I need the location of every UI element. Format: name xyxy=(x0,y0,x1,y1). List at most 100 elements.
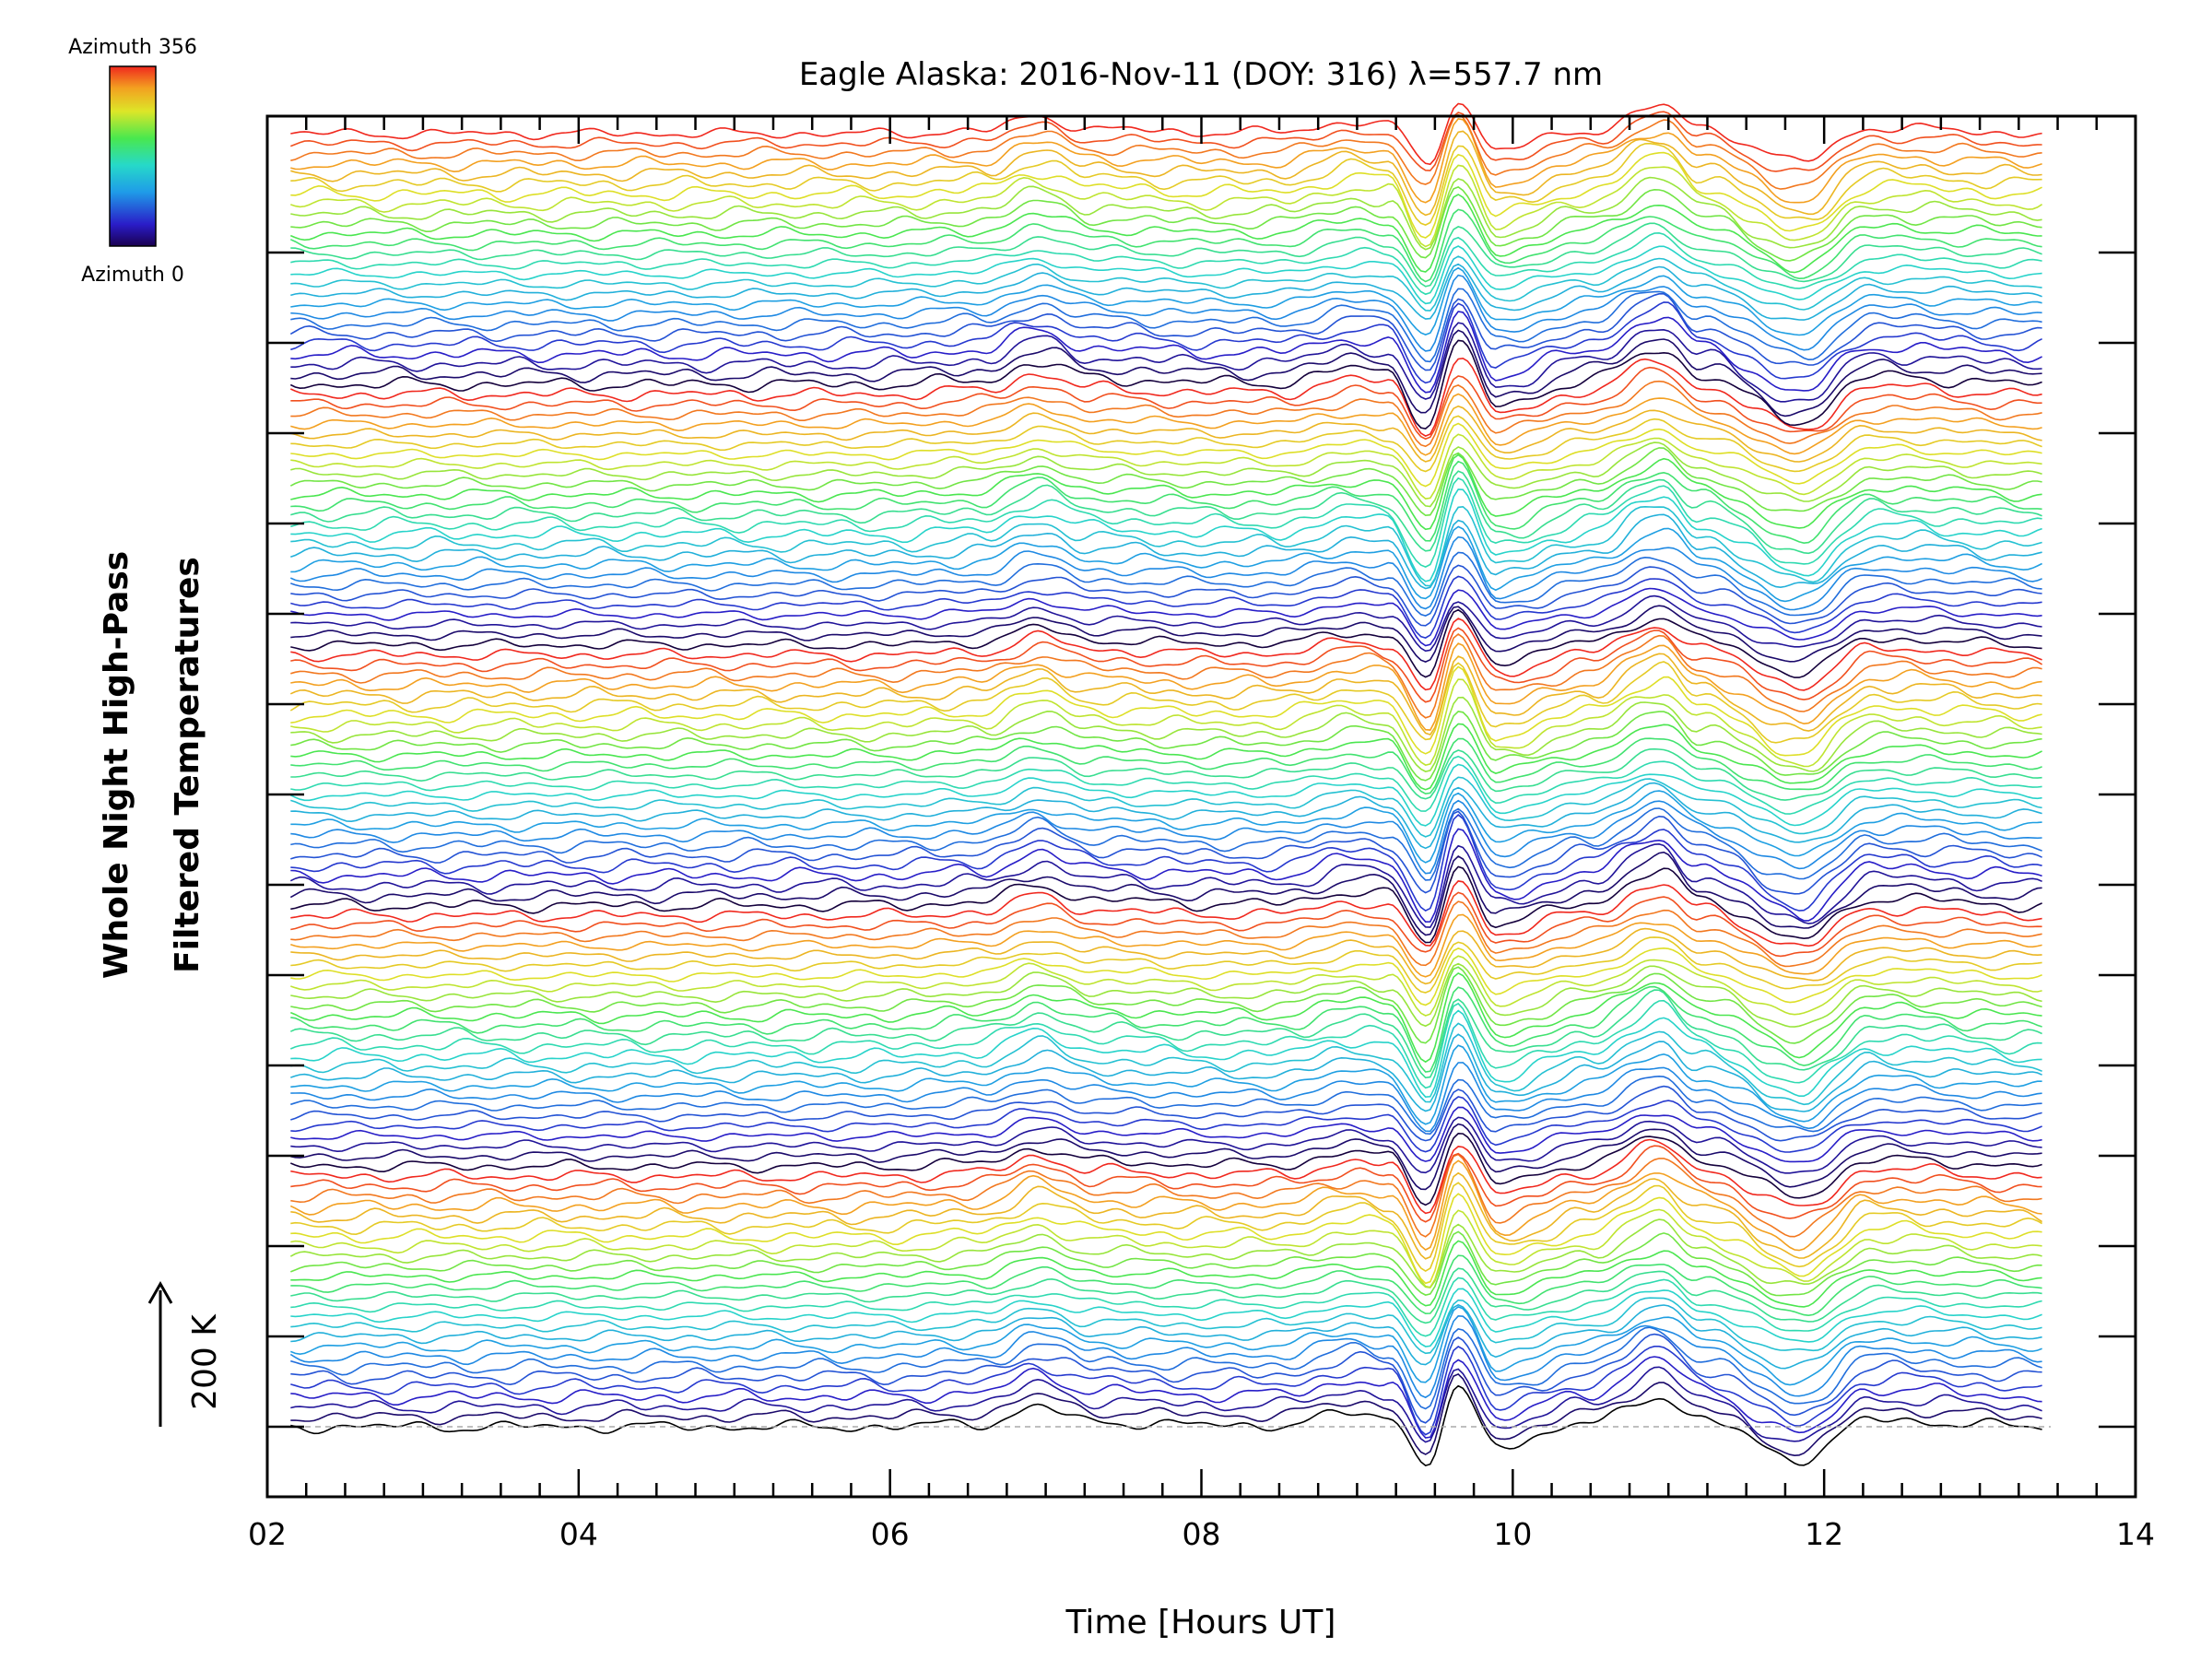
series-line xyxy=(290,678,2042,768)
series-line xyxy=(290,627,2043,703)
series-line xyxy=(290,962,2042,1028)
series-line xyxy=(290,1303,2042,1370)
series-line xyxy=(290,782,2042,850)
x-axis-ticks xyxy=(265,116,2137,1497)
series-line xyxy=(290,1022,2042,1106)
series-line xyxy=(290,231,2042,296)
series-line xyxy=(290,151,2042,239)
series-line xyxy=(290,380,2042,448)
series-line xyxy=(290,1193,2042,1285)
series-line xyxy=(290,790,2042,864)
series-line xyxy=(289,842,2042,928)
series-line xyxy=(289,535,2042,611)
series-line xyxy=(290,1333,2042,1424)
series-line xyxy=(290,255,2042,312)
series-line xyxy=(290,1230,2042,1297)
series-line xyxy=(290,111,2042,172)
series-line xyxy=(290,118,2042,204)
series-line xyxy=(290,605,2042,663)
series-line xyxy=(290,311,2042,394)
series-line xyxy=(290,1116,2042,1174)
series-line xyxy=(290,505,2042,587)
series-line xyxy=(290,551,2042,617)
series-line xyxy=(289,447,2042,517)
series-line xyxy=(290,608,2042,678)
series-line xyxy=(290,301,2042,384)
colorbar-legend: Azimuth 356 Azimuth 0 xyxy=(68,36,197,287)
scale-bar-arrowhead-icon xyxy=(147,1280,173,1304)
x-tick-label: 10 xyxy=(1493,1516,1532,1552)
series-line xyxy=(290,405,2042,463)
series-line xyxy=(290,1208,2042,1288)
series-line xyxy=(290,1138,2042,1215)
x-tick-label: 12 xyxy=(1805,1516,1843,1552)
series-line xyxy=(290,176,2042,251)
scale-bar: 200 K xyxy=(147,1280,224,1427)
series-line xyxy=(290,594,2042,653)
y-axis-ticks xyxy=(267,251,2136,1429)
series-line xyxy=(290,865,2042,944)
y-axis-title: Whole Night High-Pass Filtered Temperatu… xyxy=(98,551,206,979)
series-line xyxy=(289,1159,2042,1252)
series-line xyxy=(290,665,2042,757)
series-line xyxy=(290,222,2042,288)
series-line xyxy=(290,880,2042,947)
series-line xyxy=(290,288,2042,363)
series-line xyxy=(290,102,2042,166)
series-line xyxy=(290,1075,2042,1135)
series-line xyxy=(289,1218,2042,1288)
x-tick-label: 04 xyxy=(559,1516,598,1552)
series-line xyxy=(290,913,2042,978)
x-tick-label: 14 xyxy=(2116,1516,2155,1552)
series-line xyxy=(290,1277,2042,1337)
series-line xyxy=(290,164,2043,248)
series-line xyxy=(290,366,2042,441)
series-line xyxy=(290,755,2042,815)
series-line xyxy=(290,1106,2042,1163)
series-line xyxy=(290,1267,2042,1324)
series-line xyxy=(289,339,2042,429)
series-line xyxy=(290,632,2042,719)
series-line xyxy=(290,142,2042,226)
series-line xyxy=(290,1254,2042,1317)
series-line xyxy=(290,393,2042,456)
series-line xyxy=(290,415,2042,473)
series-line xyxy=(290,263,2042,321)
colorbar xyxy=(109,65,157,247)
series-line xyxy=(290,927,2042,985)
y-axis-title-line-1: Whole Night High-Pass xyxy=(98,551,135,979)
series-line xyxy=(290,1297,2042,1355)
series-line xyxy=(290,245,2042,305)
series-line xyxy=(289,293,2042,371)
series-line xyxy=(290,1366,2042,1443)
series-line xyxy=(290,807,2042,881)
series-line xyxy=(290,488,2042,582)
series-lines xyxy=(289,102,2043,1466)
scale-bar-label: 200 K xyxy=(186,1313,224,1410)
x-tick-label: 06 xyxy=(871,1516,910,1552)
series-line xyxy=(290,113,2042,190)
series-line xyxy=(289,208,2042,283)
series-line xyxy=(289,661,2042,744)
series-line xyxy=(290,737,2042,795)
series-line xyxy=(290,1346,2042,1436)
series-line xyxy=(290,1044,2042,1125)
series-line xyxy=(290,696,2042,772)
series-line xyxy=(290,891,2042,958)
series-line xyxy=(290,1153,2042,1238)
series-line xyxy=(290,936,2042,994)
series-line xyxy=(290,1096,2042,1153)
x-tick-label: 08 xyxy=(1182,1516,1221,1552)
series-line xyxy=(290,1033,2042,1112)
series-line xyxy=(290,828,2042,924)
series-line xyxy=(290,422,2042,488)
series-line xyxy=(290,274,2042,352)
series-line xyxy=(289,1314,2042,1399)
series-line xyxy=(290,723,2042,791)
series-line xyxy=(290,711,2042,782)
series-line xyxy=(290,1009,2042,1099)
series-line xyxy=(290,955,2042,1017)
series-line xyxy=(290,1145,2042,1223)
series-line xyxy=(290,185,2042,262)
series-line xyxy=(290,329,2042,418)
